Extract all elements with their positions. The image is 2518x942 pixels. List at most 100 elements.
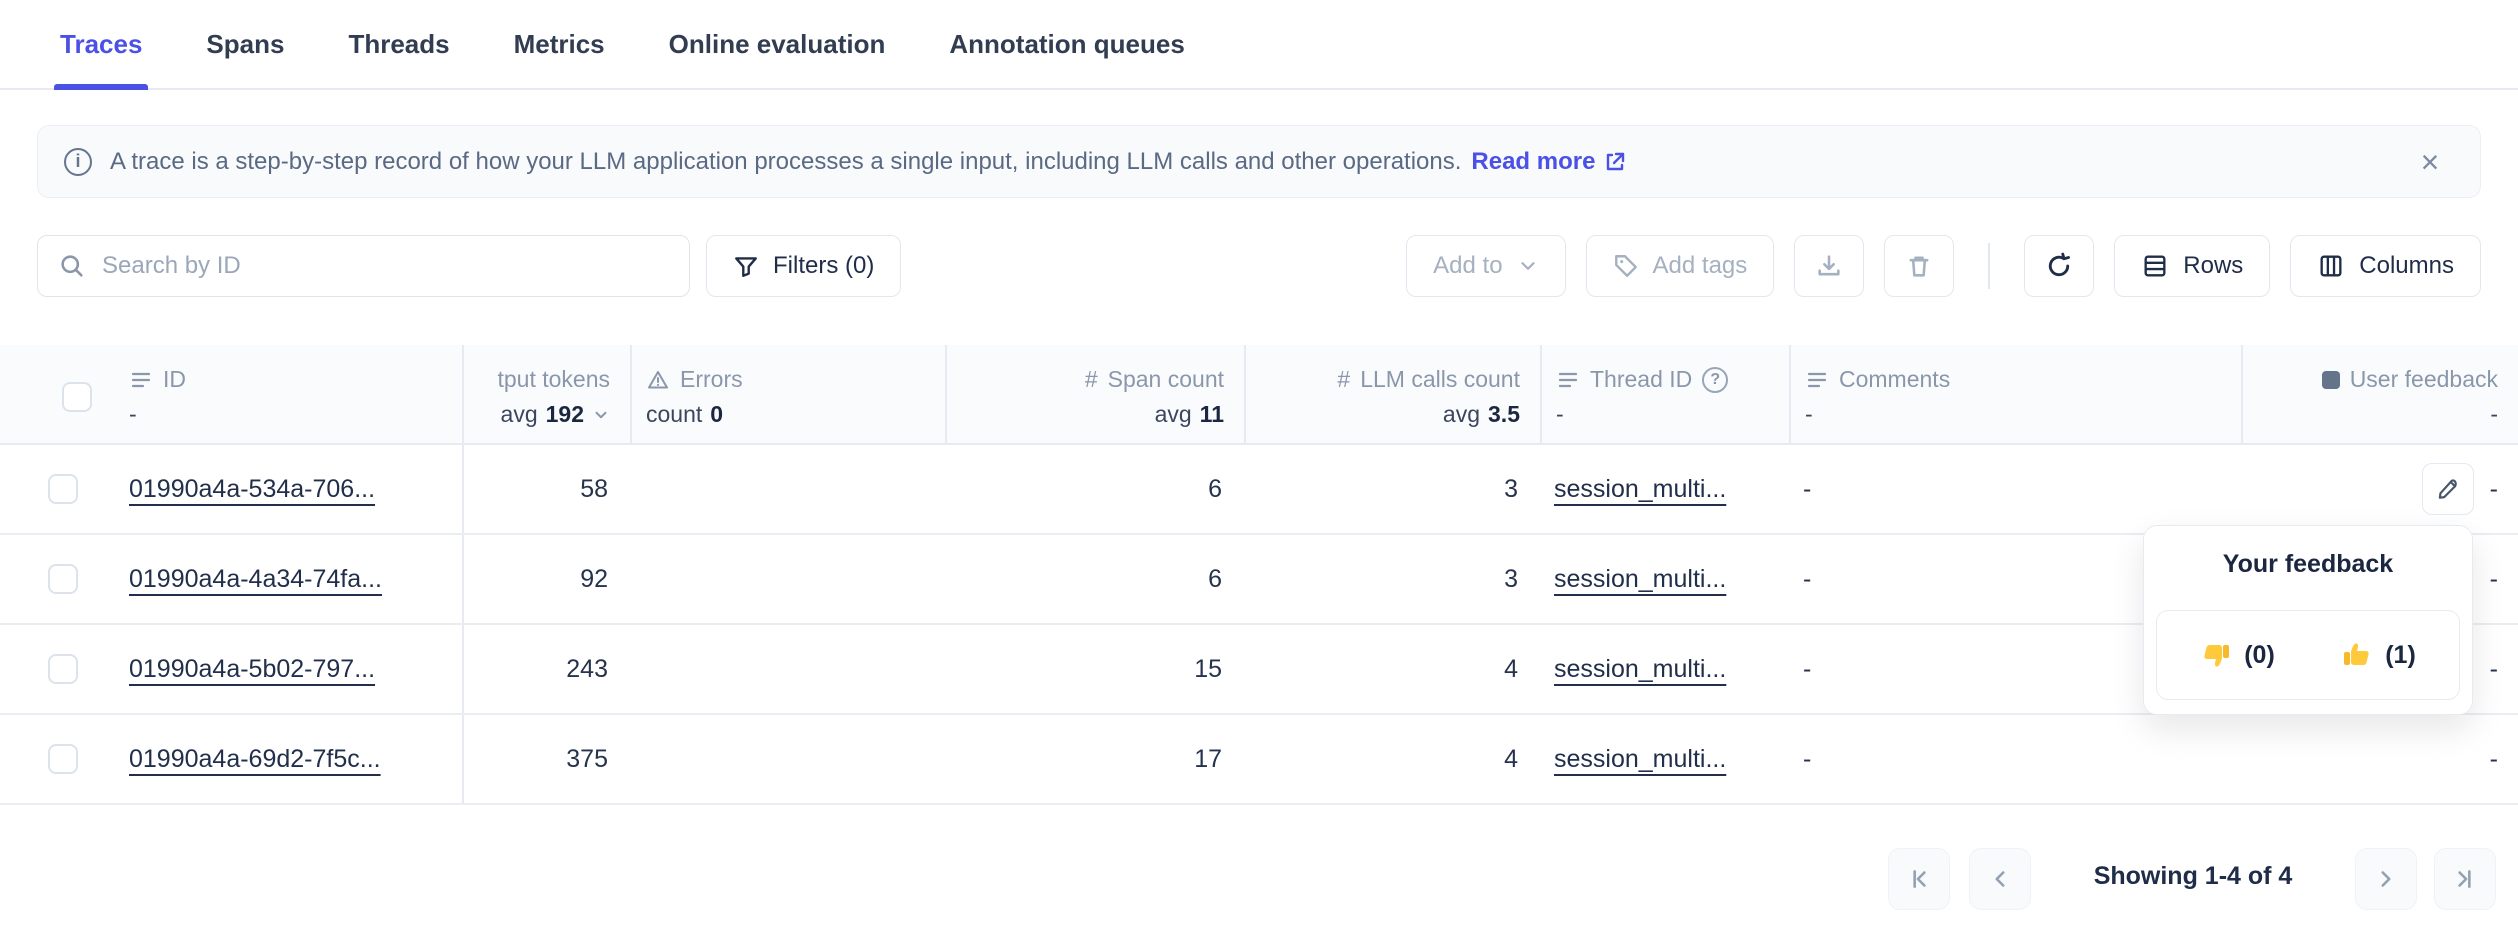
header-id-label: ID: [163, 366, 186, 392]
add-to-label: Add to: [1433, 252, 1503, 279]
user-feedback-value: -: [2489, 654, 2498, 683]
trace-id-link[interactable]: 01990a4a-69d2-7f5c...: [129, 744, 381, 773]
next-page-button[interactable]: [2355, 848, 2417, 910]
thread-id-cell: session_multi...: [1540, 625, 1789, 713]
header-llm-calls-count[interactable]: # LLM calls count avg 3.5: [1244, 345, 1540, 443]
header-id[interactable]: ID -: [115, 345, 464, 443]
table-row: 01990a4a-534a-706... 58 6 3 session_multi...…: [0, 445, 2518, 535]
refresh-icon: [2049, 252, 2071, 277]
banner-text: A trace is a step-by-step record of how …: [110, 147, 1462, 175]
tab-traces[interactable]: Traces: [54, 0, 149, 90]
comments-cell: -: [1789, 715, 2241, 803]
number-icon: #: [1084, 366, 1098, 392]
header-span-count-agg-value: 11: [1199, 401, 1224, 427]
header-errors-label: Errors: [680, 366, 743, 392]
rows-height-button[interactable]: Rows: [2114, 235, 2271, 297]
output-tokens-cell: 92: [464, 535, 630, 623]
delete-button[interactable]: [1884, 235, 1955, 297]
help-icon[interactable]: ?: [1702, 366, 1729, 393]
tab-annotation-queues[interactable]: Annotation queues: [949, 0, 1184, 88]
llm-calls-count-value: 4: [1504, 744, 1518, 773]
refresh-button[interactable]: [2024, 235, 2095, 297]
header-output-tokens-agg-value: 192: [545, 401, 584, 427]
columns-button[interactable]: Columns: [2290, 235, 2481, 297]
span-count-value: 6: [1208, 474, 1222, 503]
comments-value: -: [1803, 654, 1812, 683]
trace-id-link[interactable]: 01990a4a-534a-706...: [129, 474, 376, 503]
table-row: 01990a4a-69d2-7f5c... 375 17 4 session_multi…: [0, 715, 2518, 805]
feedback-options: (0) (1): [2156, 610, 2460, 700]
trace-info-banner: i A trace is a step-by-step record of ho…: [37, 125, 2481, 198]
span-count-cell: 15: [945, 625, 1244, 713]
chevron-left-icon: [1995, 871, 2005, 887]
header-comments-label: Comments: [1839, 366, 1951, 392]
thumbs-down-button[interactable]: (0): [2200, 639, 2275, 671]
tab-metrics[interactable]: Metrics: [514, 0, 605, 88]
header-span-count[interactable]: # Span count avg 11: [945, 345, 1244, 443]
row-checkbox[interactable]: [48, 564, 78, 594]
header-span-count-agg-prefix: avg: [1154, 401, 1192, 427]
header-comments[interactable]: Comments -: [1789, 345, 2241, 443]
toolbar: Filters (0) Add to Add tags: [37, 235, 2481, 297]
header-output-tokens[interactable]: tput tokens avg 192: [464, 345, 630, 443]
tab-online-evaluation[interactable]: Online evaluation: [669, 0, 886, 88]
llm-calls-count-cell: 4: [1244, 715, 1540, 803]
tab-spans[interactable]: Spans: [206, 0, 284, 88]
filter-funnel-icon: [735, 257, 757, 277]
category-square-icon: [2321, 370, 2340, 389]
read-more-link[interactable]: Read more: [1471, 148, 1627, 176]
add-tags-button[interactable]: Add tags: [1585, 235, 1775, 297]
comments-value: -: [1803, 564, 1812, 593]
header-errors[interactable]: Errors count 0: [630, 345, 945, 443]
trace-id-cell: 01990a4a-534a-706...: [115, 445, 464, 533]
row-checkbox[interactable]: [48, 654, 78, 684]
thread-id-link[interactable]: session_multi...: [1554, 564, 1727, 593]
trace-id-link[interactable]: 01990a4a-5b02-797...: [129, 654, 376, 683]
row-checkbox[interactable]: [48, 744, 78, 774]
number-icon: #: [1337, 366, 1351, 392]
trash-icon: [1909, 256, 1929, 277]
header-thread-id-sub: -: [1556, 401, 1564, 427]
llm-calls-count-cell: 3: [1244, 535, 1540, 623]
row-checkbox[interactable]: [48, 474, 78, 504]
thread-id-link[interactable]: session_multi...: [1554, 654, 1727, 683]
header-llm-calls-label: LLM calls count: [1360, 366, 1520, 392]
span-count-value: 17: [1194, 744, 1222, 773]
columns-icon: [2320, 255, 2342, 277]
chevron-down-icon[interactable]: [592, 406, 610, 424]
search-input[interactable]: [102, 252, 671, 280]
header-thread-id-label: Thread ID: [1590, 366, 1693, 392]
span-count-cell: 6: [945, 535, 1244, 623]
add-tags-label: Add tags: [1652, 252, 1748, 279]
trace-id-link[interactable]: 01990a4a-4a34-74fa...: [129, 564, 382, 593]
header-llm-calls-agg-prefix: avg: [1442, 401, 1481, 427]
span-count-value: 15: [1194, 654, 1222, 683]
tab-threads[interactable]: Threads: [348, 0, 449, 88]
last-page-button[interactable]: [2434, 848, 2496, 910]
header-thread-id[interactable]: Thread ID ? -: [1540, 345, 1789, 443]
thread-id-link[interactable]: session_multi...: [1554, 744, 1727, 773]
add-to-button[interactable]: Add to: [1406, 235, 1566, 297]
export-download-button[interactable]: [1794, 235, 1865, 297]
header-select-all: [0, 345, 115, 443]
filters-button[interactable]: Filters (0): [706, 235, 902, 297]
thread-id-cell: session_multi...: [1540, 535, 1789, 623]
header-output-tokens-agg-prefix: avg: [500, 401, 538, 427]
table-body: 01990a4a-534a-706... 58 6 3 session_multi...…: [0, 445, 2518, 805]
row-select-cell: [0, 625, 115, 713]
header-user-feedback[interactable]: User feedback -: [2241, 345, 2518, 443]
thumbs-up-button[interactable]: (1): [2341, 639, 2416, 671]
user-feedback-cell: -: [2241, 715, 2518, 803]
tab-annotation-queues-label: Annotation queues: [949, 28, 1185, 59]
close-banner-button[interactable]: ×: [2420, 143, 2440, 180]
active-tab-underline: [54, 84, 149, 90]
previous-page-button[interactable]: [1969, 848, 2031, 910]
select-all-checkbox[interactable]: [62, 382, 92, 412]
thread-id-link[interactable]: session_multi...: [1554, 474, 1727, 503]
first-page-button[interactable]: [1888, 848, 1950, 910]
pagination-summary: Showing 1-4 of 4: [2093, 862, 2293, 890]
comments-cell: -: [1789, 535, 2241, 623]
edit-feedback-button[interactable]: [2421, 463, 2474, 515]
user-feedback-cell: -: [2241, 625, 2518, 713]
columns-label: Columns: [2359, 252, 2454, 279]
